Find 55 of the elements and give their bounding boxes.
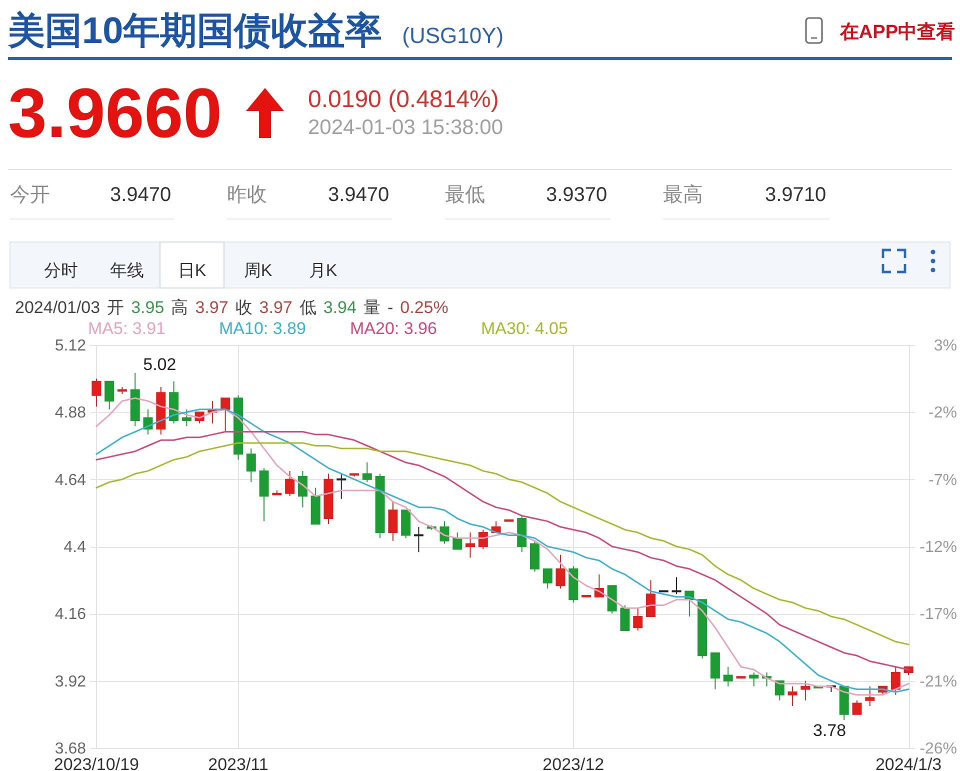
header-text: 最高 [663,184,703,206]
info-text: 收 [235,298,252,317]
y-tick: 3.68 [54,740,86,758]
header-text: 3.9470 [328,184,390,206]
y-tick: 4.64 [54,472,86,489]
y2-tick: -12% [920,539,957,556]
header-text: 月K [308,261,338,280]
header-text: 昨收 [227,184,267,206]
legend-entry: MA30: 4.05 [481,319,568,338]
info-text: 2024/01/03 [15,298,100,317]
legend-entry: MA10: 3.89 [219,319,306,338]
y2-tick: -26% [920,740,957,758]
header-text: 今开 [10,184,50,206]
info-text: 0.25% [400,298,448,317]
info-text: 开 [107,298,124,317]
min-label: 3.78 [813,721,846,740]
y-tick: 3.92 [54,673,86,690]
info-text: 3.94 [323,298,356,317]
header-text: 年线 [110,261,144,280]
info-text: 低 [299,298,316,317]
header-text: 周K [244,261,272,280]
y2-tick: -2% [928,404,957,422]
x-tick: 2023/12 [542,755,604,771]
y-tick: 4.4 [64,539,86,556]
x-tick: 2023/11 [208,755,268,771]
y-tick: 5.12 [54,338,86,354]
header-text: 最低 [445,184,485,206]
subtitle: (USG10Y) [402,23,504,48]
y-tick: 4.88 [54,404,86,422]
header-text: 日K [178,261,206,280]
y2-tick: 3% [934,338,957,354]
header-text: 3.9710 [765,184,826,206]
header-text: 2024-01-03 15:38:00 [308,116,503,139]
info-text: 量 [363,298,380,317]
header-text: 0.0190 (0.4814%) [308,86,499,113]
header-text: 3.9470 [110,184,172,206]
info-text: 3.97 [259,298,292,317]
x-tick: 2024/1/3 [875,755,942,771]
y2-tick: -7% [928,472,957,489]
y2-tick: -17% [920,606,957,624]
y-tick: 4.16 [54,606,86,624]
info-text: 3.97 [195,298,228,317]
header-text: 分时 [44,261,78,280]
header-text: 在APP中查看 [840,22,955,43]
header-text: 3.9370 [546,184,608,206]
info-text: 3.95 [131,298,164,317]
title: 美国10年期国债收益率 [8,10,382,51]
info-text: - [387,298,394,317]
max-label: 5.02 [143,354,176,374]
x-tick: 2023/10/19 [54,755,139,771]
header-text: 3.9660 [8,74,222,152]
info-text: 高 [171,298,188,317]
legend-entry: MA20: 3.96 [350,319,437,338]
y2-tick: -21% [920,673,957,690]
legend-entry: MA5: 3.91 [88,319,166,338]
